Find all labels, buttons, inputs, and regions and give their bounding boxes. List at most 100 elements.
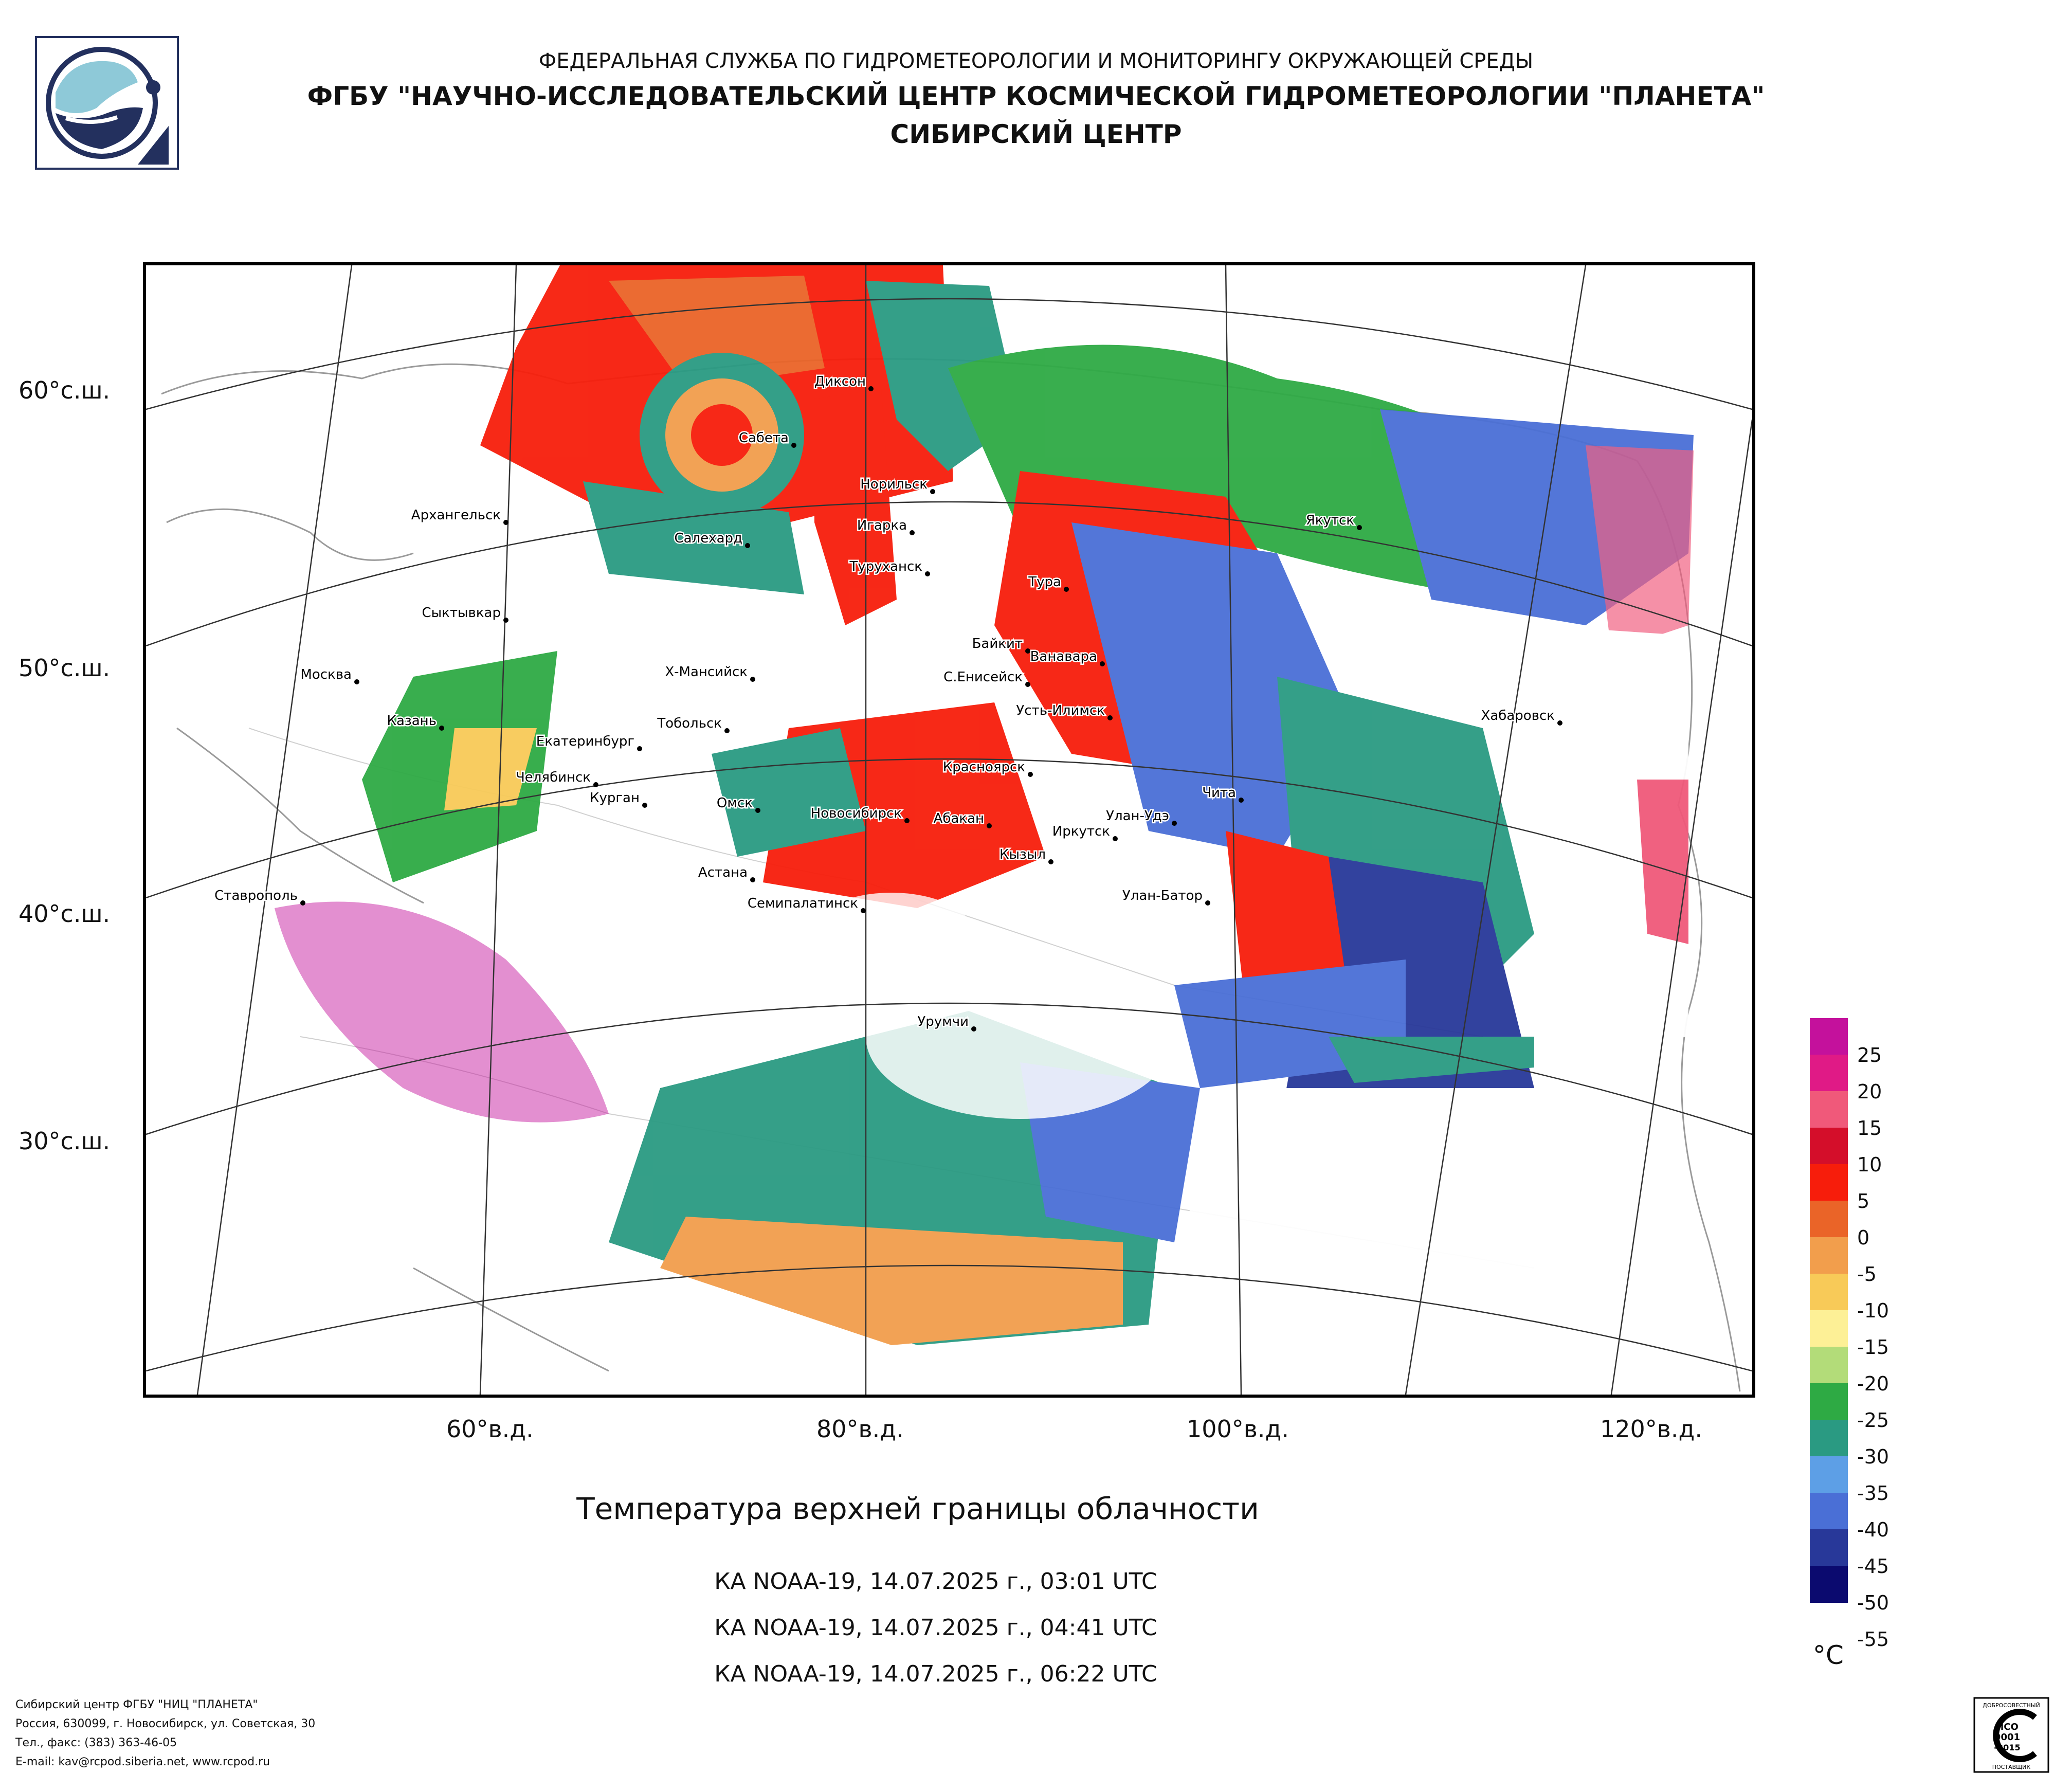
legend-swatch [1810, 1456, 1848, 1493]
city-dot [1028, 772, 1033, 777]
city-dot [1100, 661, 1105, 666]
city-label: Норильск [860, 477, 928, 492]
city-marker: Курган [589, 789, 647, 808]
city-label: Тобольск [657, 716, 722, 731]
city-dot [1064, 587, 1069, 592]
legend-tick-label: -55 [1857, 1628, 1889, 1651]
footer-line-1: Сибирский центр ФГБУ "НИЦ "ПЛАНЕТА" [15, 1698, 258, 1711]
city-marker: Новосибирск [809, 805, 910, 823]
pass-line-3: КА NOAA-19, 14.07.2025 г., 06:22 UTC [714, 1661, 1157, 1687]
city-marker: С.Енисейск [942, 668, 1030, 687]
city-marker: Сыктывкар [421, 604, 508, 623]
city-dot [930, 489, 935, 494]
legend-tick-label: -35 [1857, 1482, 1889, 1505]
pass-line-1: КА NOAA-19, 14.07.2025 г., 03:01 UTC [714, 1568, 1157, 1595]
legend-tick-label: 0 [1857, 1226, 1870, 1249]
legend-swatch [1810, 1420, 1848, 1457]
city-label: Хабаровск [1481, 708, 1555, 723]
org-line-2: ФГБУ "НАУЧНО-ИССЛЕДОВАТЕЛЬСКИЙ ЦЕНТР КОС… [307, 81, 1765, 111]
map-canvas: Диксон Сабета Норильск Архангельск Салехард И… [146, 265, 1752, 1395]
city-dot [868, 386, 874, 391]
legend-tick-label: -15 [1857, 1336, 1889, 1359]
city-label: Челябинск [516, 770, 591, 785]
legend-swatch [1810, 1529, 1848, 1566]
city-marker: Ванавара [1029, 648, 1105, 666]
city-marker: Сабета [737, 429, 796, 448]
city-marker: Семипалатинск [746, 895, 866, 913]
city-label: Х-Мансийск [665, 664, 748, 680]
city-label: Улан-Удэ [1106, 808, 1169, 824]
legend-tick-label: -45 [1857, 1555, 1889, 1578]
city-dot [637, 746, 642, 751]
legend-tick-label: -10 [1857, 1299, 1889, 1322]
legend-tick-label: -5 [1857, 1263, 1877, 1286]
lon-label-80: 80°в.д. [816, 1415, 904, 1443]
city-dot [750, 677, 755, 682]
city-dot [1557, 720, 1562, 726]
city-marker: Улан-Батор [1121, 887, 1210, 906]
lat-label-60: 60°с.ш. [19, 376, 111, 404]
legend-tick-label: -20 [1857, 1372, 1889, 1395]
city-dot [1239, 798, 1244, 803]
legend-unit: °C [1813, 1640, 1844, 1670]
city-dot [503, 520, 508, 525]
legend-swatch [1810, 1274, 1848, 1311]
city-dot [354, 679, 359, 684]
legend-swatch [1810, 1055, 1848, 1092]
city-dot [503, 618, 508, 623]
cloud-imagery [275, 265, 1694, 1391]
legend-tick-label: -40 [1857, 1518, 1889, 1541]
city-label: Астана [698, 865, 748, 880]
cities-layer: Диксон Сабета Норильск Архангельск Салехард И… [213, 373, 1562, 1032]
city-dot [1025, 682, 1030, 687]
city-marker: Омск [715, 794, 760, 813]
lon-label-60: 60°в.д. [446, 1415, 534, 1443]
city-marker: Усть-Илимск [1015, 702, 1113, 720]
city-label: Кызыл [999, 847, 1046, 862]
city-label: Диксон [814, 374, 866, 389]
legend-tick-label: 10 [1857, 1153, 1882, 1176]
legend-tick-label: -50 [1857, 1591, 1889, 1614]
org-line-3: СИБИРСКИЙ ЦЕНТР [890, 119, 1182, 149]
city-label: Ставрополь [214, 888, 298, 903]
city-dot [1172, 821, 1177, 826]
city-label: Сыктывкар [422, 605, 501, 621]
city-marker: Хабаровск [1480, 707, 1562, 726]
pass-line-2: КА NOAA-19, 14.07.2025 г., 04:41 UTC [714, 1615, 1157, 1641]
city-dot [593, 782, 598, 787]
city-label: Тура [1028, 574, 1061, 590]
city-marker: Чита [1201, 784, 1244, 803]
city-dot [1113, 836, 1118, 841]
city-label: Иркутск [1052, 824, 1110, 839]
city-marker: Байкит [971, 635, 1030, 654]
city-marker: Ставрополь [213, 887, 305, 906]
city-dot [1357, 525, 1362, 530]
city-dot [910, 530, 915, 535]
city-dot [987, 823, 992, 828]
legend-swatch [1810, 1493, 1848, 1530]
city-marker: Иркутск [1051, 823, 1118, 841]
city-dot [439, 726, 444, 731]
city-dot [925, 571, 930, 576]
city-marker: Тура [1027, 573, 1069, 592]
org-line-1: ФЕДЕРАЛЬНАЯ СЛУЖБА ПО ГИДРОМЕТЕОРОЛОГИИ … [538, 49, 1534, 73]
city-label: Игарка [857, 518, 907, 533]
city-marker: Салехард [673, 530, 750, 548]
city-label: Москва [300, 667, 352, 682]
badge-mid-1: ИСО [1996, 1722, 2019, 1732]
lon-label-120: 120°в.д. [1600, 1415, 1702, 1443]
legend-swatch [1810, 1164, 1848, 1201]
city-label: С.Енисейск [943, 670, 1023, 685]
legend-swatch [1810, 1128, 1848, 1165]
city-label: Екатеринбург [536, 734, 634, 749]
city-label: Архангельск [411, 508, 501, 523]
badge-mid-2: 9001 [1994, 1732, 2020, 1743]
planeta-logo-icon [35, 36, 179, 170]
city-label: Урумчи [917, 1014, 969, 1029]
city-label: Байкит [972, 636, 1023, 652]
lat-label-50: 50°с.ш. [19, 654, 111, 682]
iso-badge-icon: ДОБРОСОВЕСТНЫЙ ИСО 9001 -2015 ПОСТАВЩИК [1973, 1697, 2049, 1773]
city-marker: Улан-Удэ [1105, 807, 1177, 826]
city-dot [745, 543, 750, 548]
city-marker: Казань [386, 712, 444, 731]
